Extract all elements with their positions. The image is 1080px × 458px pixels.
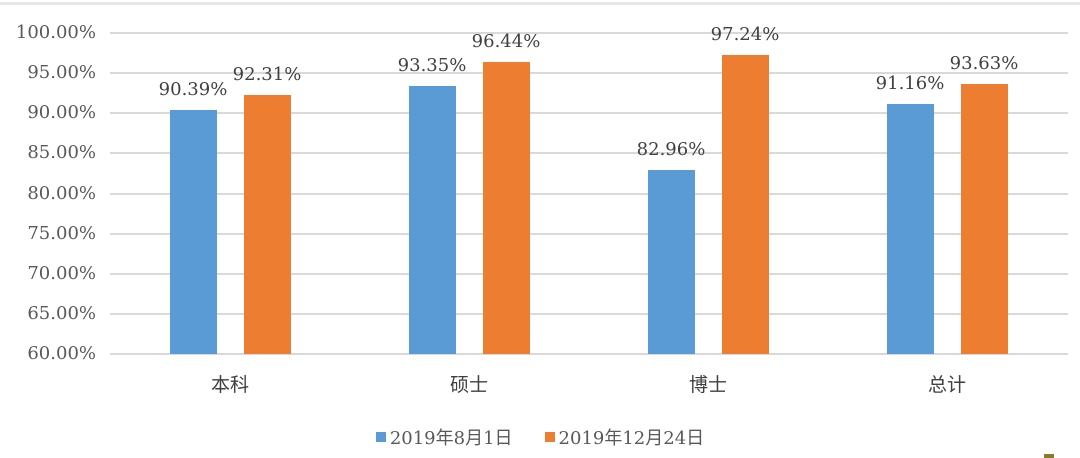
- x-axis-category-label: 本科: [210, 374, 249, 396]
- legend: 2019年8月1日 2019年12月24日: [0, 424, 1080, 450]
- y-axis-tick-label: 75.00%: [27, 222, 96, 244]
- data-label: 97.24%: [710, 24, 780, 46]
- bar-dec-3: [961, 84, 1008, 354]
- legend-item: 2019年8月1日: [375, 424, 513, 450]
- legend-swatch-icon: [544, 432, 555, 442]
- y-axis-tick-label: 95.00%: [27, 62, 96, 84]
- gridline: [110, 232, 1068, 235]
- gridline: [110, 192, 1068, 195]
- data-label: 91.16%: [875, 72, 945, 94]
- gridline: [110, 32, 1068, 34]
- x-axis-category-label: 硕士: [449, 374, 488, 396]
- gridline: [110, 312, 1068, 315]
- bar-dec-0: [244, 94, 291, 354]
- data-label: 92.31%: [232, 63, 302, 85]
- bar-aug-2: [648, 169, 695, 354]
- gridline: [110, 272, 1068, 275]
- y-axis-tick-label: 65.00%: [27, 302, 96, 324]
- gridline: [110, 72, 1068, 75]
- y-axis-tick-label: 100.00%: [15, 22, 96, 43]
- legend-swatch-icon: [375, 432, 386, 442]
- y-axis-tick-label: 80.00%: [27, 182, 96, 204]
- data-label: 82.96%: [636, 138, 706, 160]
- gridline: [110, 152, 1068, 155]
- x-axis-category-label: 总计: [927, 374, 966, 396]
- bar-dec-1: [483, 61, 530, 354]
- corner-mark-icon: [1044, 454, 1054, 458]
- data-label: 96.44%: [471, 30, 541, 52]
- y-axis-tick-label: 85.00%: [27, 142, 96, 164]
- gridline: [110, 112, 1068, 115]
- legend-label: 2019年12月24日: [558, 428, 705, 449]
- legend-label: 2019年8月1日: [389, 428, 513, 449]
- data-label: 93.63%: [949, 53, 1019, 75]
- y-axis-tick-label: 70.00%: [27, 262, 96, 284]
- y-axis-tick-label: 90.00%: [27, 102, 96, 124]
- y-axis-tick-label: 60.00%: [27, 343, 96, 364]
- bar-dec-2: [722, 55, 769, 354]
- bar-aug-0: [170, 110, 217, 354]
- gridline: [110, 353, 1068, 355]
- top-border: [0, 2, 1080, 5]
- data-label: 93.35%: [397, 55, 467, 77]
- x-axis-category-label: 博士: [688, 374, 727, 396]
- data-label: 90.39%: [158, 79, 228, 101]
- bar-aug-1: [409, 86, 456, 354]
- legend-item: 2019年12月24日: [544, 424, 705, 450]
- bar-aug-3: [887, 103, 934, 354]
